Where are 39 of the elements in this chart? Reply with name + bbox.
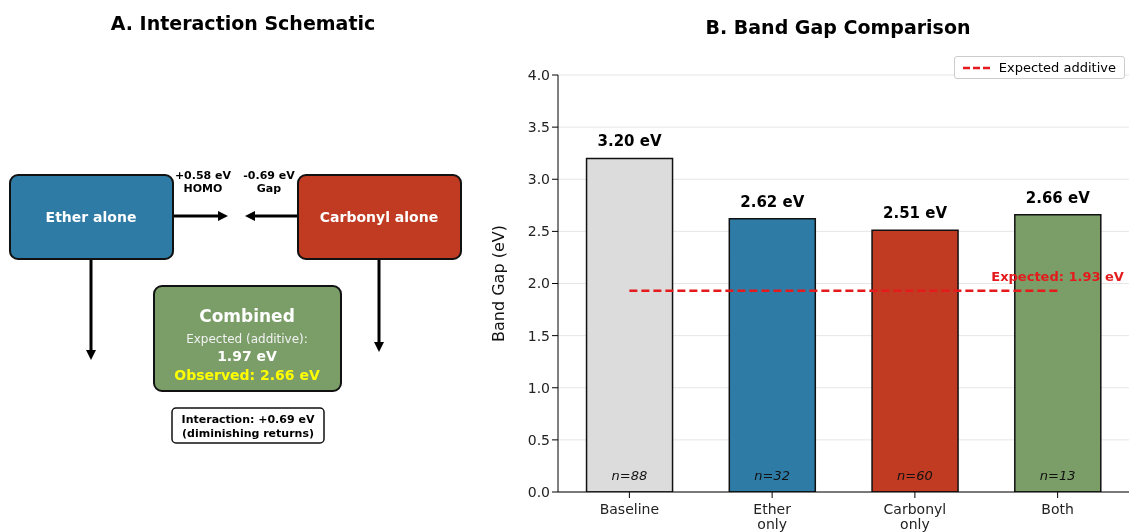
data-label: 2.66 eV [1025, 188, 1091, 207]
text: Combined [199, 306, 295, 326]
data-label: 3.20 eV [597, 132, 662, 151]
y-tick-label: 4.0 [527, 66, 550, 83]
y-tick-label: 1.0 [527, 379, 550, 396]
text: Carbonyl alone [319, 209, 439, 225]
bar [728, 218, 817, 492]
text: 1.97 eV [217, 348, 278, 364]
text: Gap [256, 182, 282, 195]
text: Interaction: +0.69 eV [181, 413, 315, 426]
text: +0.58 eV [174, 169, 232, 182]
y-tick-label: 1.5 [527, 327, 550, 344]
text: Ether alone [45, 209, 137, 225]
bar [871, 229, 959, 492]
x-tick-label: Baseline [599, 501, 660, 517]
legend-label: Expected additive [998, 60, 1116, 75]
y-tick-label: 2.5 [527, 223, 550, 240]
y-tick-label: 0.5 [527, 431, 550, 448]
x-tick-label: Both [1041, 501, 1074, 517]
text: Observed: 2.66 eV [174, 367, 320, 383]
text: A. Interaction Schematic [110, 12, 376, 34]
data-label: 2.62 eV [740, 192, 805, 211]
text: -0.69 eV [243, 169, 296, 182]
annotation: n=88 [611, 468, 648, 483]
data-label: 2.51 eV [883, 204, 948, 223]
y-axis-title: Band Gap (eV) [488, 225, 508, 342]
annotation: n=13 [1039, 468, 1076, 483]
y-tick-label: 2.0 [527, 275, 550, 292]
x-tick-label: Carbonyl only [883, 501, 947, 532]
text: HOMO [183, 182, 223, 195]
x-tick-label: Ether only [753, 501, 792, 532]
text: Expected (additive): [186, 332, 308, 346]
annotation: n=32 [754, 468, 790, 483]
text: (diminishing returns) [182, 427, 314, 440]
chart-title: B. Band Gap Comparison [704, 16, 972, 38]
y-tick-label: 3.0 [527, 171, 550, 188]
y-tick-label: 3.5 [527, 119, 550, 136]
y-tick-label: 0.0 [527, 483, 550, 500]
annotation: n=60 [897, 468, 933, 483]
